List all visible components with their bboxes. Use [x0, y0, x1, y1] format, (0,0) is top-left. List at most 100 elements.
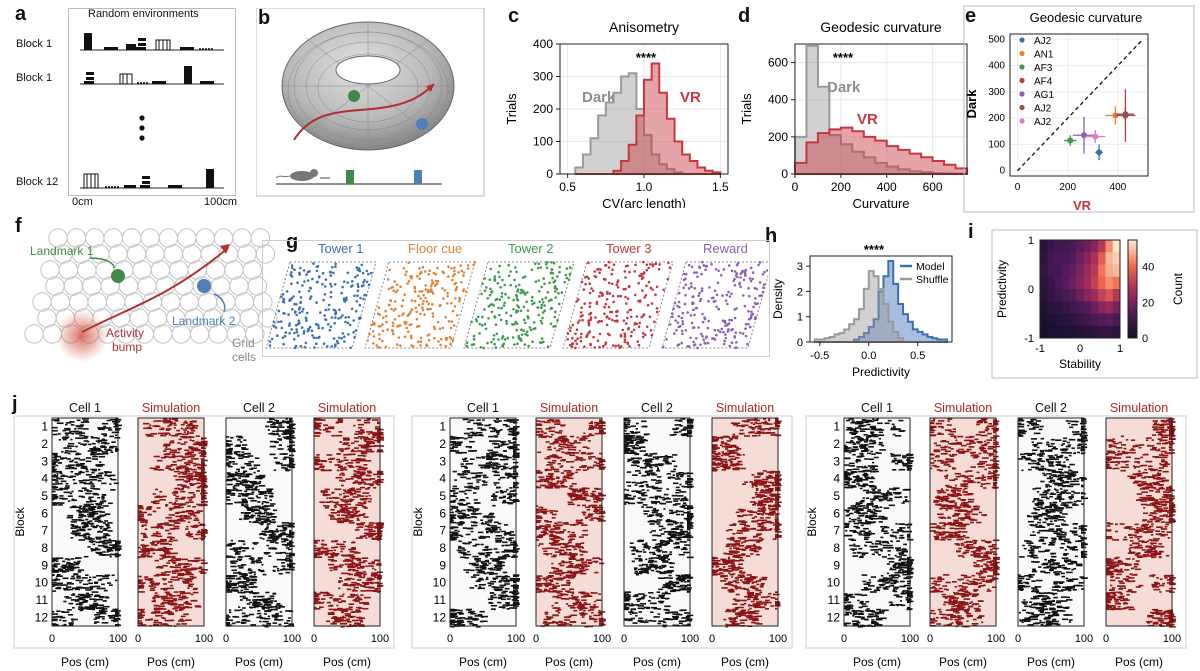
scatter-dot — [754, 302, 758, 306]
raster-mark — [344, 466, 347, 469]
raster-mark — [339, 595, 344, 597]
raster-mark — [238, 501, 245, 504]
raster-mark — [241, 451, 245, 453]
raster-mark — [173, 579, 180, 581]
y-tick-label: 0 — [781, 167, 788, 181]
raster-mark — [75, 453, 80, 456]
raster-mark — [326, 601, 331, 604]
raster-mark — [153, 600, 156, 602]
raster-mark — [285, 571, 291, 574]
scatter-dot — [649, 262, 652, 266]
raster-mark — [277, 567, 280, 570]
scatter-dot — [441, 287, 444, 290]
raster-mark — [264, 490, 272, 493]
raster-mark — [377, 578, 381, 580]
raster-mark — [152, 533, 160, 535]
scatter-dot — [290, 282, 293, 285]
raster-mark — [266, 526, 269, 528]
heatmap-cell — [1054, 325, 1063, 339]
raster-mark — [109, 553, 116, 556]
heatmap-cell — [1054, 252, 1063, 265]
scatter-dot — [321, 326, 324, 330]
scatter-dot — [329, 325, 333, 329]
raster-mark — [110, 419, 117, 421]
raster-mark — [275, 612, 279, 615]
raster-mark — [241, 503, 244, 505]
raster-mark — [106, 526, 111, 529]
raster-mark — [87, 507, 95, 510]
raster-mark — [243, 481, 249, 483]
raster-mark — [162, 556, 170, 558]
scatter-dot — [432, 281, 435, 285]
raster-mark — [231, 575, 238, 577]
raster-mark — [96, 607, 103, 610]
raster-mark — [337, 418, 343, 421]
scatter-dot — [693, 313, 696, 317]
raster-mark — [183, 431, 186, 433]
scatter-cloud — [465, 261, 572, 350]
scatter-dot — [425, 343, 428, 346]
raster-mark — [157, 540, 165, 543]
grid-cell-circle — [24, 324, 44, 344]
raster-mark — [234, 445, 241, 447]
raster-mark — [78, 506, 82, 509]
raster-mark — [271, 492, 274, 495]
raster-mark — [354, 433, 360, 435]
raster-mark — [289, 461, 294, 463]
raster-mark — [52, 571, 59, 573]
block-number: 7 — [439, 524, 446, 538]
raster-mark — [360, 452, 367, 454]
raster-mark — [83, 601, 88, 603]
axes-frame — [1039, 239, 1121, 339]
raster-mark — [160, 539, 166, 541]
scatter-dot — [483, 277, 486, 280]
raster-mark — [351, 449, 355, 451]
raster-mark — [289, 444, 293, 447]
raster-mark — [192, 599, 197, 602]
raster-mark — [187, 501, 194, 503]
block-label: Block 1 — [16, 38, 53, 50]
scatter-dot — [713, 289, 717, 292]
raster-mark — [357, 504, 364, 506]
scatter-dot — [426, 334, 430, 337]
scatter-dot — [355, 300, 359, 303]
raster-mark — [177, 484, 183, 486]
raster-mark — [149, 578, 154, 580]
scatter-dot — [422, 300, 425, 303]
raster-mark — [78, 601, 84, 604]
scatter-dot — [626, 316, 629, 320]
heatmap-cell — [1098, 252, 1106, 265]
scatter-dot — [636, 340, 640, 343]
raster-mark — [83, 555, 89, 558]
raster-mark — [57, 568, 64, 570]
raster-mark — [56, 557, 64, 559]
scatter-dot — [493, 277, 496, 281]
raster-mark — [338, 431, 343, 433]
raster-mark — [70, 471, 74, 473]
scatter-dot — [488, 278, 492, 281]
scatter-dot — [589, 316, 593, 319]
scatter-dot — [421, 308, 425, 312]
raster-mark — [190, 428, 194, 430]
raster-mark — [187, 497, 193, 499]
raster-mark — [283, 528, 287, 531]
scatter-dot — [526, 291, 529, 294]
colorbar-segment — [1128, 257, 1137, 260]
raster-mark — [230, 584, 237, 587]
raster-mark — [349, 478, 354, 480]
scatter-dot — [334, 311, 338, 315]
raster-mark — [249, 592, 254, 594]
raster-mark — [104, 442, 110, 445]
raster-mark — [90, 468, 97, 471]
scatter-dot — [360, 263, 364, 267]
scatter-dot — [605, 315, 609, 318]
colorbar-segment — [1128, 311, 1137, 314]
raster-mark — [182, 436, 188, 439]
raster-mark — [164, 551, 171, 554]
raster-mark — [356, 611, 361, 613]
raster-mark — [155, 531, 159, 533]
scatter-dot — [306, 279, 310, 282]
heatmap-cell — [1069, 240, 1077, 253]
raster-mark — [350, 442, 355, 445]
scatter-dot — [744, 274, 747, 277]
